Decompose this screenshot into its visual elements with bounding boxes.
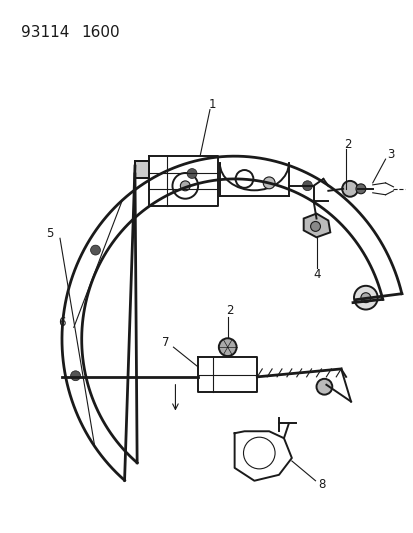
Text: 1: 1 <box>208 98 215 111</box>
Text: 4: 4 <box>313 269 320 281</box>
Text: 2: 2 <box>344 138 351 151</box>
Circle shape <box>316 379 332 394</box>
Circle shape <box>355 184 365 194</box>
Text: 93114: 93114 <box>21 25 69 39</box>
Text: 5: 5 <box>46 227 54 240</box>
Circle shape <box>90 245 100 255</box>
Circle shape <box>310 222 320 231</box>
Circle shape <box>180 181 190 191</box>
Circle shape <box>187 168 197 179</box>
Circle shape <box>218 338 236 356</box>
Text: 8: 8 <box>317 478 324 491</box>
Circle shape <box>263 177 274 189</box>
Text: 1600: 1600 <box>81 25 120 39</box>
Text: 2: 2 <box>225 304 233 317</box>
Text: 7: 7 <box>161 336 169 349</box>
Text: 3: 3 <box>386 148 393 160</box>
Circle shape <box>360 293 370 303</box>
Polygon shape <box>135 161 148 178</box>
Text: 6: 6 <box>58 316 66 329</box>
Circle shape <box>302 181 312 191</box>
Circle shape <box>341 181 357 197</box>
Polygon shape <box>303 214 330 237</box>
Circle shape <box>71 371 80 381</box>
Circle shape <box>353 286 377 310</box>
